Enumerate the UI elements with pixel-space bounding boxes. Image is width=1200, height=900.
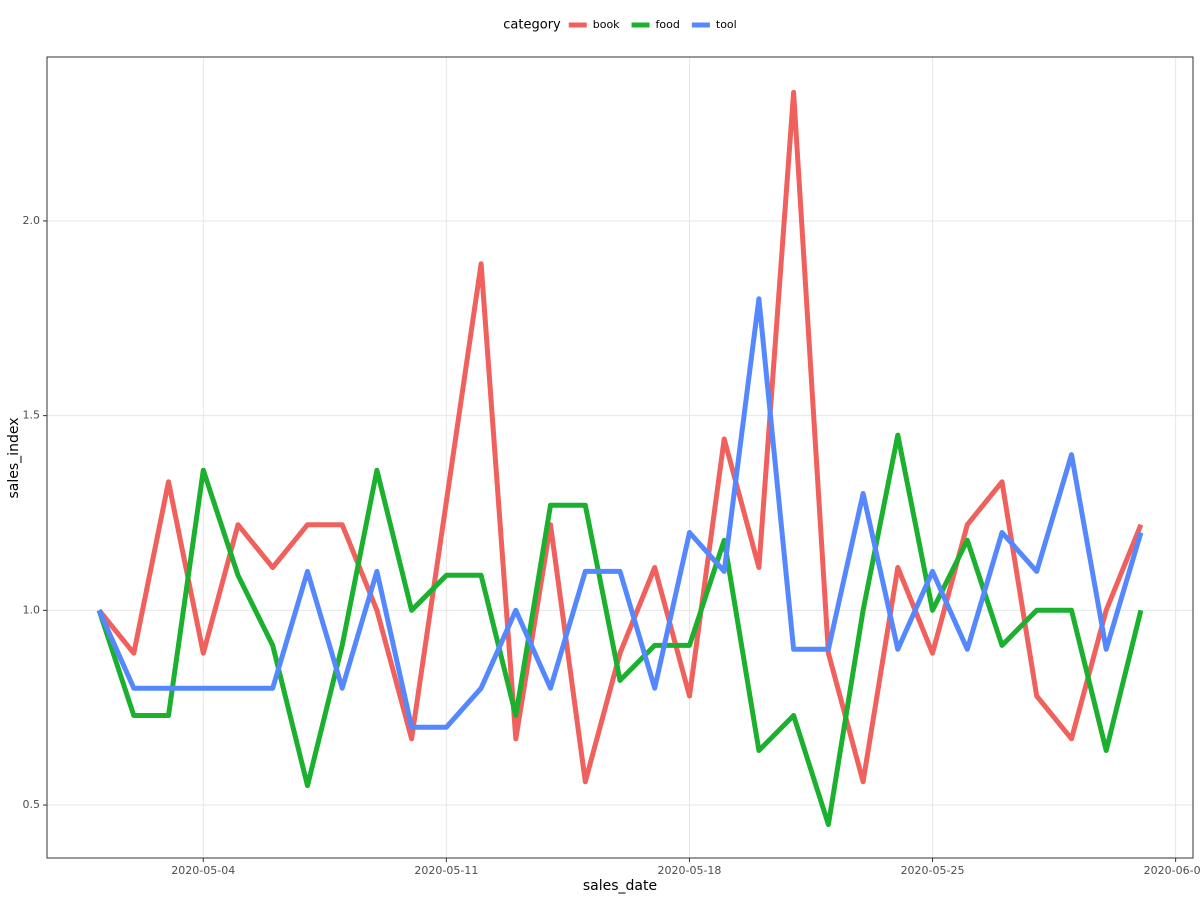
y-axis-title: sales_index [6, 418, 22, 499]
legend-label: food [656, 18, 680, 31]
legend-label: book [593, 18, 620, 31]
x-tick-label: 2020-05-25 [901, 864, 965, 877]
x-tick-label: 2020-05-11 [414, 864, 478, 877]
legend-title: category [503, 18, 561, 33]
x-tick-label: 2020-05-04 [171, 864, 235, 877]
x-tick-label: 2020-06-01 [1144, 864, 1200, 877]
line-series [97, 89, 1144, 785]
x-axis-title: sales_date [583, 878, 657, 894]
line-series [96, 432, 1144, 827]
y-tick-label: 1.0 [23, 603, 41, 616]
legend-label: tool [716, 18, 737, 31]
x-tick-label: 2020-05-18 [657, 864, 721, 877]
y-tick-label: 0.5 [23, 798, 41, 811]
y-tick-label: 1.5 [23, 409, 41, 422]
y-tick-label: 2.0 [23, 214, 41, 227]
line-series [96, 296, 1144, 730]
legend: category book food tool [503, 18, 736, 33]
panel-border [46, 56, 1194, 859]
